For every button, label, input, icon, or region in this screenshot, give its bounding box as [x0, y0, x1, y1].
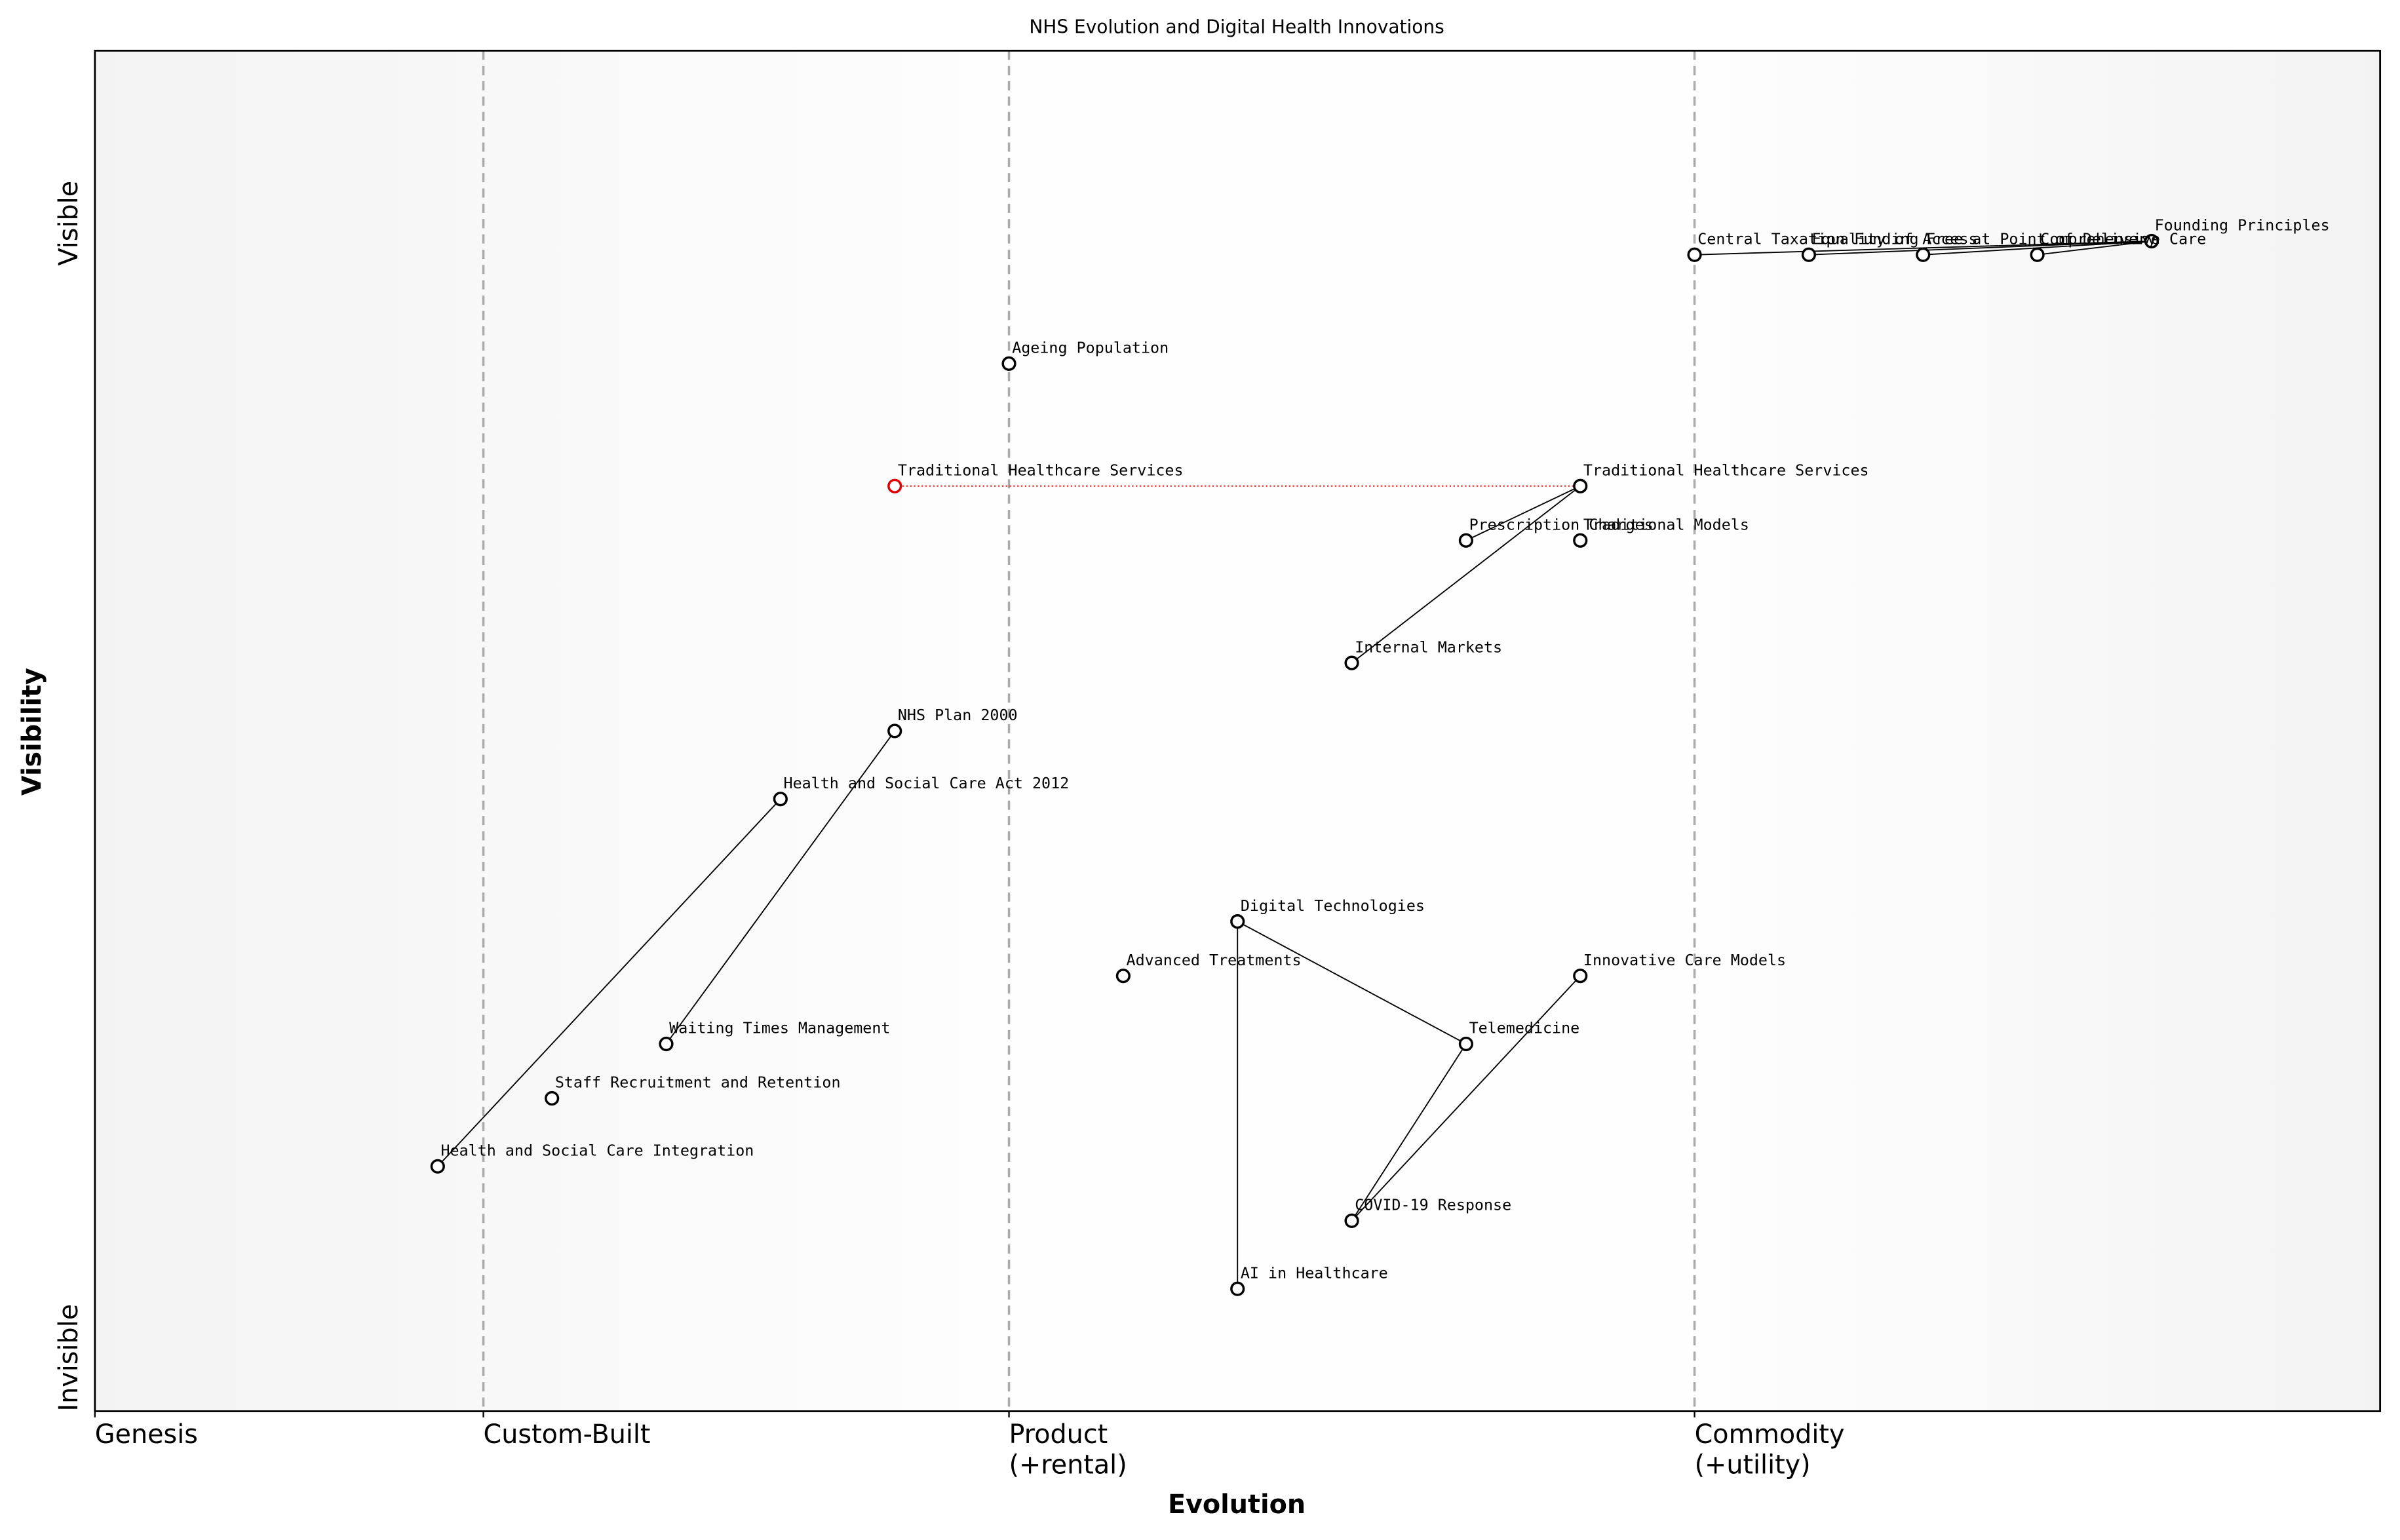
- component-label: Founding Principles: [2155, 216, 2330, 235]
- component: [659, 1036, 674, 1052]
- component: [430, 1159, 445, 1174]
- link: [437, 798, 781, 1167]
- component: [2144, 233, 2159, 249]
- component-label: Equality of Access: [1812, 229, 1978, 248]
- component-label: Telemedicine: [1469, 1019, 1580, 1037]
- component-label: Digital Technologies: [1241, 896, 1425, 915]
- link: [2037, 241, 2152, 256]
- component-label: Comprehensive Care: [2040, 229, 2206, 248]
- link: [1351, 485, 1581, 664]
- component: [1115, 969, 1131, 984]
- component: [1230, 914, 1245, 929]
- component-label: NHS Plan 2000: [898, 706, 1018, 724]
- component: [1573, 969, 1588, 984]
- x-tick-label: Genesis: [95, 1419, 198, 1449]
- component: [1687, 247, 1702, 262]
- component-label: Innovative Care Models: [1583, 951, 1786, 969]
- link: [1237, 921, 1467, 1045]
- x-axis-label: Evolution: [1168, 1490, 1306, 1520]
- y-end-label: Visible: [54, 181, 84, 266]
- component: [1573, 478, 1588, 493]
- component-label: Traditional Healthcare Services: [1583, 461, 1869, 479]
- component-label: Waiting Times Management: [669, 1019, 890, 1037]
- component: [1801, 247, 1817, 262]
- component-label: Staff Recruitment and Retention: [555, 1073, 841, 1092]
- evolve-point: [887, 478, 902, 493]
- component-label: Health and Social Care Integration: [440, 1141, 754, 1159]
- component: [1344, 1213, 1359, 1228]
- component-label: Traditional Models: [1583, 515, 1749, 533]
- y-axis-label: Visibility: [17, 668, 47, 796]
- component: [545, 1090, 560, 1106]
- component: [1001, 356, 1016, 371]
- x-tick-label: Product (+rental): [1009, 1419, 1127, 1480]
- component-label: Prescription Charges: [1469, 515, 1654, 533]
- x-tick-label: Custom-Built: [484, 1419, 651, 1449]
- link: [1351, 975, 1581, 1222]
- component-label: Internal Markets: [1355, 638, 1502, 656]
- plot-frame: [94, 49, 2382, 1412]
- component-label: Advanced Treatments: [1127, 951, 1302, 969]
- chart-title: NHS Evolution and Digital Health Innovat…: [1029, 16, 1444, 37]
- link: [1351, 1043, 1467, 1222]
- evolve-label: Traditional Healthcare Services: [898, 461, 1184, 479]
- component-label: Ageing Population: [1012, 339, 1169, 357]
- component-label: Free at Point of Delivery: [1926, 229, 2156, 248]
- component: [1573, 533, 1588, 548]
- component-label: Central Taxation Funding: [1697, 229, 1918, 248]
- component: [1458, 533, 1473, 548]
- link: [1808, 241, 2152, 256]
- component: [887, 723, 902, 739]
- component: [1458, 1036, 1473, 1052]
- component: [2030, 247, 2045, 262]
- y-end-label: Invisible: [54, 1304, 84, 1412]
- component-label: Health and Social Care Act 2012: [784, 774, 1070, 792]
- component: [773, 792, 788, 807]
- component: [1916, 247, 1931, 262]
- component-label: AI in Healthcare: [1241, 1263, 1388, 1282]
- link: [665, 730, 895, 1045]
- component: [1344, 655, 1359, 670]
- x-tick-label: Commodity (+utility): [1695, 1419, 1845, 1480]
- component-label: COVID-19 Response: [1355, 1196, 1511, 1214]
- link: [1465, 485, 1581, 541]
- component: [1230, 1281, 1245, 1296]
